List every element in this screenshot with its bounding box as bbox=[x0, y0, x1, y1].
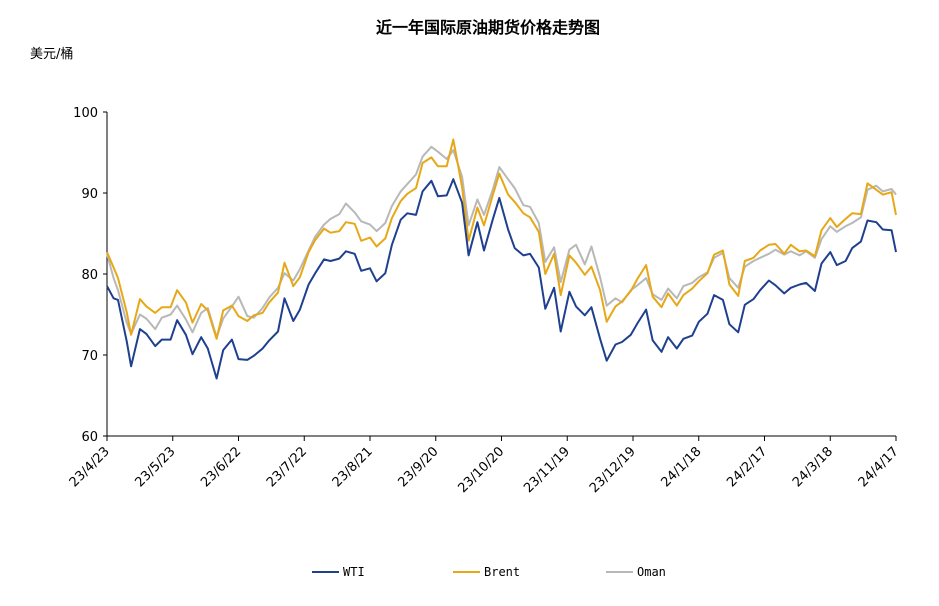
legend: WTI Brent Oman bbox=[312, 565, 666, 579]
x-tick-label: 23/4/23 bbox=[67, 444, 113, 490]
x-tick-label: 23/8/21 bbox=[330, 444, 376, 490]
x-tick-label: 23/6/22 bbox=[198, 444, 244, 490]
x-tick-label: 23/10/20 bbox=[455, 444, 507, 496]
x-tick-label: 24/4/17 bbox=[856, 444, 902, 490]
y-tick-label: 100 bbox=[73, 106, 98, 121]
x-tick-label: 23/11/19 bbox=[521, 444, 573, 496]
plot-area: 60 70 80 90 100 23/4/23 23/5/23 23/6/22 23/7/22 2… bbox=[67, 106, 902, 496]
series-line-brent bbox=[106, 138, 897, 340]
series-line-wti bbox=[106, 178, 897, 380]
y-tick-label: 90 bbox=[81, 187, 98, 202]
x-tick-label: 24/3/18 bbox=[790, 444, 836, 490]
chart-title: 近一年国际原油期货价格走势图 bbox=[376, 18, 600, 37]
legend-label-brent: Brent bbox=[484, 565, 520, 579]
legend-label-oman: Oman bbox=[637, 565, 666, 579]
x-tick-label: 23/5/23 bbox=[133, 444, 179, 490]
x-tick-label: 23/9/20 bbox=[396, 444, 442, 490]
y-tick-label: 80 bbox=[81, 268, 98, 283]
legend-label-wti: WTI bbox=[343, 565, 365, 579]
y-axis-unit-label: 美元/桶 bbox=[30, 47, 73, 62]
x-tick-label: 24/2/17 bbox=[724, 444, 770, 490]
x-tick-label: 24/1/18 bbox=[659, 444, 705, 490]
series-line-oman bbox=[106, 145, 897, 339]
x-tick-label: 23/12/19 bbox=[587, 444, 639, 496]
x-tick-label: 23/7/22 bbox=[264, 444, 310, 490]
y-tick-label: 70 bbox=[81, 349, 98, 364]
y-tick-label: 60 bbox=[81, 430, 98, 445]
